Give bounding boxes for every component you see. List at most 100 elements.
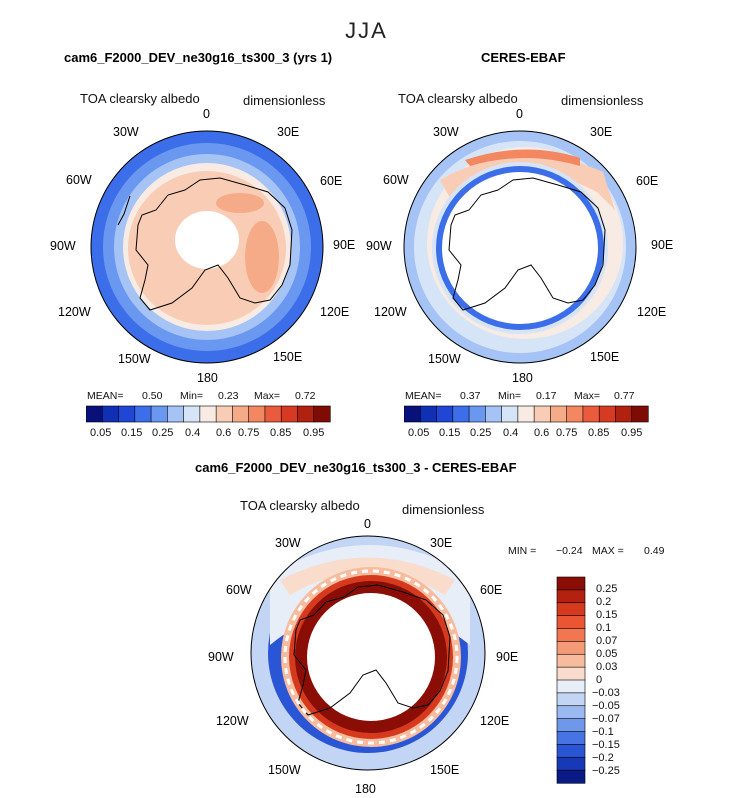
coastline [135, 177, 293, 311]
cb3-label-7: 0 [596, 674, 603, 686]
p3-lon-150e: 150E [430, 763, 460, 777]
p3-min-value: −0.24 [556, 545, 583, 557]
colorbar-swatch [556, 602, 586, 617]
p2-lon-150w: 150W [428, 352, 461, 366]
p2-max-value: 0.77 [614, 390, 635, 402]
colorbar-swatch [199, 405, 217, 423]
colorbar-swatch [86, 405, 103, 423]
colorbar-swatch [556, 576, 586, 591]
p3-lon-90w: 90W [208, 650, 234, 664]
cb2-label-5: 0.75 [556, 427, 578, 439]
cb3-label-3: 0.1 [596, 622, 612, 634]
colorbar-swatch [556, 731, 586, 745]
p2-lon-90e: 90E [651, 238, 674, 252]
colorbar-swatch [556, 718, 586, 733]
panel-3-polar-map [250, 535, 486, 771]
p1-lon-0: 0 [203, 107, 210, 121]
panel-1-variable: TOA clearsky albedo [80, 91, 200, 106]
colorbar-swatch [556, 756, 586, 771]
p2-lon-120w: 120W [374, 305, 407, 319]
colorbar-swatch [598, 405, 617, 423]
p2-lon-60e: 60E [636, 174, 659, 188]
colorbar-swatch [556, 628, 586, 642]
colorbar-swatch [517, 405, 535, 423]
cb1-label-1: 0.15 [121, 427, 143, 439]
cb3-label-6: 0.03 [596, 661, 618, 673]
panel-1-title: cam6_F2000_DEV_ne30g16_ts300_3 (yrs 1) [64, 50, 333, 65]
p3-max-value: 0.49 [644, 545, 665, 557]
p1-min-value: 0.23 [218, 390, 239, 402]
p2-lon-30w: 30W [433, 125, 459, 139]
p1-lon-90w: 90W [50, 239, 76, 253]
colorbar-swatch [556, 769, 586, 784]
panel-3-units: dimensionless [402, 502, 485, 517]
panel-1-units: dimensionless [243, 93, 326, 108]
p3-lon-30e: 30E [430, 536, 453, 550]
p1-lon-60e: 60E [320, 174, 343, 188]
cb2-label-4: 0.6 [534, 427, 550, 439]
cb1-label-3: 0.4 [185, 427, 201, 439]
cb3-label-14: −0.25 [592, 765, 620, 777]
p3-min-label: MIN = [508, 545, 537, 557]
colorbar-swatch [118, 405, 136, 423]
cb3-label-2: 0.15 [596, 609, 618, 621]
p1-mean-label: MEAN= [87, 390, 124, 402]
p3-lon-120e: 120E [480, 714, 510, 728]
colorbar-swatch [150, 405, 168, 423]
colorbar-swatch [436, 405, 454, 423]
colorbar-swatch [419, 405, 438, 423]
colorbar-swatch [215, 405, 234, 423]
p3-lon-60e: 60E [480, 583, 503, 597]
cb1-label-7: 0.95 [303, 427, 325, 439]
colorbar-swatch [297, 405, 315, 423]
season-title: JJA [345, 18, 388, 43]
peninsula-coast [117, 195, 131, 226]
colorbar-swatch [452, 405, 470, 423]
cb1-label-4: 0.6 [216, 427, 232, 439]
p1-lon-90e: 90E [333, 238, 356, 252]
p1-max-value: 0.72 [295, 390, 316, 402]
p1-mean-value: 0.50 [142, 390, 163, 402]
p3-lon-180: 180 [355, 782, 376, 796]
cb3-label-8: −0.03 [592, 687, 620, 699]
p1-lon-60w: 60W [66, 173, 92, 187]
colorbar-swatch [631, 405, 649, 423]
colorbar-swatch [615, 405, 633, 423]
colorbar-swatch [550, 405, 568, 423]
colorbar-swatch [556, 666, 586, 681]
colorbar-swatch [134, 405, 152, 423]
coastline [293, 584, 451, 716]
p1-lon-150w: 150W [118, 352, 151, 366]
colorbar-swatch [556, 641, 586, 655]
p2-max-label: Max= [574, 390, 600, 402]
panel-2-title: CERES-EBAF [481, 50, 566, 65]
cb3-label-10: −0.07 [592, 713, 620, 725]
colorbar-swatch [280, 405, 299, 423]
p1-max-label: Max= [254, 390, 280, 402]
colorbar-swatch [556, 653, 586, 668]
colorbar-top-left [86, 405, 331, 423]
p3-lon-150w: 150W [268, 763, 301, 777]
cb2-label-7: 0.95 [621, 427, 643, 439]
p2-lon-120e: 120E [637, 305, 667, 319]
p2-min-value: 0.17 [536, 390, 557, 402]
colorbar-swatch [556, 744, 586, 758]
p3-lon-60w: 60W [226, 583, 252, 597]
cb1-label-6: 0.85 [270, 427, 292, 439]
p2-lon-0: 0 [516, 107, 523, 121]
colorbar-swatch [264, 405, 282, 423]
p2-lon-30e: 30E [590, 125, 613, 139]
p1-lon-180: 180 [197, 371, 218, 385]
sea-ice-edge [283, 569, 459, 745]
colorbar-swatch [313, 405, 331, 423]
panel-2-units: dimensionless [561, 93, 644, 108]
cb2-label-3: 0.4 [503, 427, 519, 439]
cb3-label-13: −0.2 [592, 752, 614, 764]
colorbar-swatch [533, 405, 552, 423]
p2-min-label: Min= [498, 390, 522, 402]
p3-lon-120w: 120W [216, 714, 249, 728]
panel-2-polar-map [403, 130, 637, 364]
cb2-label-1: 0.15 [439, 427, 461, 439]
colorbar-swatch [404, 405, 421, 423]
p1-lon-120w: 120W [58, 305, 91, 319]
